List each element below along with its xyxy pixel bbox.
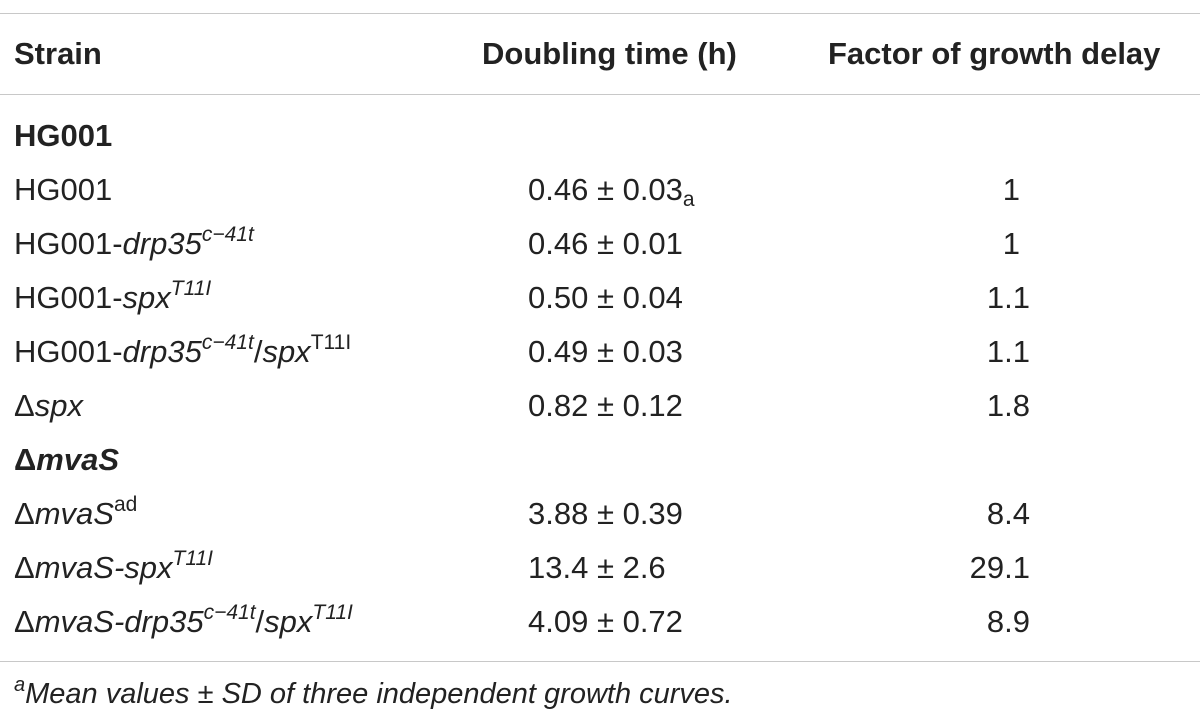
doubling-time-value: 0.46 ± 0.03 — [528, 172, 683, 207]
table-footnote: aMean values ± SD of three independent g… — [14, 674, 733, 714]
strain-gene: drp35 — [122, 226, 202, 261]
table-row-8-factor: 8.9 — [986, 604, 1030, 639]
strain-allele: ad — [113, 493, 138, 516]
table-row-2-factor: 1 — [1002, 226, 1020, 261]
table-row-1-strain: HG001 — [14, 170, 112, 210]
table-row-5-doubling-time: 0.82 ± 0.12 — [528, 388, 683, 423]
header-growth-delay: Factor of growth delay — [828, 36, 1161, 71]
delta-symbol: Δ — [14, 604, 35, 639]
group-label-mvas: ΔmvaS — [14, 440, 119, 480]
strain-gene: spx — [34, 388, 83, 423]
strain-allele: T11I — [172, 547, 213, 570]
strain-gene-2: spx — [262, 334, 311, 369]
delta-symbol: Δ — [14, 550, 35, 585]
table-row-8-strain: ΔmvaS-drp35c−41t/spxT11I — [14, 602, 353, 642]
footnote-text: Mean values ± SD of three independent gr… — [25, 678, 733, 710]
table-row-1-factor: 1 — [1002, 172, 1020, 207]
table-row-1-doubling-time: 0.46 ± 0.03a — [528, 170, 695, 210]
strain-gene: mvaS-spx — [34, 550, 173, 585]
table-row-4-strain: HG001-drp35c−41t/spxT11I — [14, 332, 351, 372]
strain-prefix: HG001- — [14, 280, 123, 315]
delta-symbol: Δ — [14, 388, 35, 423]
table-row-6-doubling-time: 3.88 ± 0.39 — [528, 496, 683, 531]
table-row-7-strain: ΔmvaS-spxT11I — [14, 548, 213, 588]
header-bottom-rule — [0, 94, 1200, 95]
header-doubling-time: Doubling time (h) — [482, 36, 737, 71]
strain-allele-2: T11I — [312, 601, 353, 624]
strain-gene-2: spx — [264, 604, 313, 639]
strain-prefix: HG001- — [14, 226, 123, 261]
table-row-5-factor: 1.8 — [986, 388, 1030, 423]
strain-allele-2: T11I — [310, 331, 352, 354]
footnote-marker: a — [682, 188, 695, 211]
strain-name: HG001 — [14, 172, 113, 207]
strain-gene: spx — [122, 280, 171, 315]
delta-symbol: Δ — [14, 442, 37, 477]
table-row-7-factor: 29.1 — [969, 550, 1030, 585]
strain-gene: drp35 — [122, 334, 202, 369]
table-row-2-strain: HG001-drp35c−41t — [14, 224, 254, 264]
table-row-4-factor: 1.1 — [986, 334, 1030, 369]
strain-allele: c−41t — [201, 223, 254, 246]
table-row-4-doubling-time: 0.49 ± 0.03 — [528, 334, 683, 369]
strain-gene: mvaS — [34, 496, 114, 531]
table-row-6-strain: ΔmvaSad — [14, 494, 137, 534]
strain-separator: / — [255, 604, 265, 639]
table-row-7-doubling-time: 13.4 ± 2.6 — [528, 550, 666, 585]
table-row-2-doubling-time: 0.46 ± 0.01 — [528, 226, 683, 261]
table-row-3-doubling-time: 0.50 ± 0.04 — [528, 280, 683, 315]
strain-prefix: HG001- — [14, 334, 123, 369]
strain-allele: T11I — [170, 277, 212, 300]
table-row-3-factor: 1.1 — [986, 280, 1030, 315]
table-row-6-factor: 8.4 — [986, 496, 1030, 531]
table-row-5-strain: Δspx — [14, 386, 83, 426]
group-gene: mvaS — [36, 442, 120, 477]
delta-symbol: Δ — [14, 496, 35, 531]
table-bottom-rule — [0, 661, 1200, 662]
strain-separator: / — [253, 334, 263, 369]
strain-gene: mvaS-drp35 — [34, 604, 204, 639]
footnote-mark: a — [14, 674, 26, 696]
header-strain: Strain — [14, 36, 102, 71]
table-row-3-strain: HG001-spxT11I — [14, 278, 211, 318]
table-top-rule — [0, 13, 1200, 14]
group-label-hg001: HG001 — [14, 118, 113, 153]
strain-allele: c−41t — [201, 331, 254, 354]
strain-allele: c−41t — [203, 601, 256, 624]
table-row-8-doubling-time: 4.09 ± 0.72 — [528, 604, 683, 639]
